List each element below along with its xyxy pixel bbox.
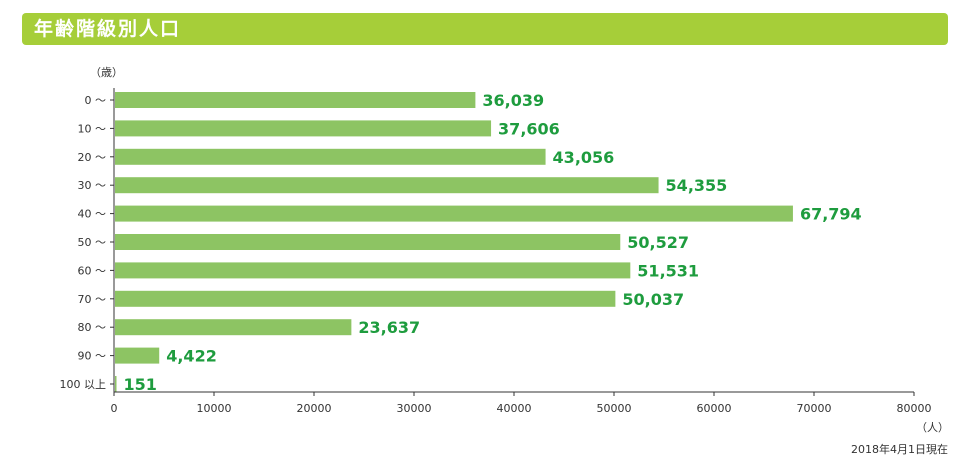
x-tick-label: 20000	[297, 402, 332, 415]
bar	[115, 376, 117, 392]
category-label: 100 以上	[60, 378, 107, 391]
category-label: 60 〜	[78, 264, 107, 277]
value-label: 43,056	[553, 148, 615, 167]
value-label: 23,637	[358, 318, 420, 337]
bar	[115, 319, 352, 336]
x-axis-unit-label: （人）	[916, 421, 949, 434]
bar	[115, 290, 616, 307]
value-label: 36,039	[482, 91, 544, 110]
x-tick-label: 0	[111, 402, 118, 415]
date-footnote: 2018年4月1日現在	[851, 443, 948, 456]
category-label: 40 〜	[78, 208, 107, 221]
chart-title: 年齢階級別人口	[34, 18, 182, 40]
category-label: 10 〜	[78, 122, 107, 135]
value-label: 151	[124, 375, 157, 394]
title-bar: 年齢階級別人口	[22, 13, 948, 45]
value-label: 50,527	[627, 233, 689, 252]
category-label: 30 〜	[78, 179, 107, 192]
x-tick-label: 60000	[697, 402, 732, 415]
value-label: 54,355	[666, 176, 728, 195]
bar	[115, 262, 631, 279]
value-label: 4,422	[166, 347, 217, 366]
category-label: 50 〜	[78, 236, 107, 249]
bar	[115, 92, 476, 108]
bar	[115, 205, 793, 222]
x-tick-label: 80000	[897, 402, 932, 415]
x-tick-label: 30000	[397, 402, 432, 415]
category-label: 90 〜	[78, 350, 107, 363]
bar	[115, 148, 546, 165]
x-tick-label: 40000	[497, 402, 532, 415]
value-label: 67,794	[800, 205, 862, 224]
x-tick-label: 70000	[797, 402, 832, 415]
value-label: 51,531	[637, 261, 699, 280]
x-tick-label: 50000	[597, 402, 632, 415]
bar	[115, 177, 659, 194]
category-label: 20 〜	[78, 151, 107, 164]
value-label: 50,037	[622, 290, 684, 309]
y-axis-unit-label: （歳）	[90, 66, 123, 79]
bars-layer: 0 〜 36,039 10 〜 37,606 20 〜 43,056 30 〜 54,355 4…	[60, 91, 862, 394]
x-tick-label: 10000	[197, 402, 232, 415]
value-label: 37,606	[498, 119, 560, 138]
bar	[115, 234, 621, 250]
bar	[115, 347, 160, 364]
category-label: 0 〜	[85, 94, 107, 107]
axis-layer: 0 10000 20000 30000 40000 50000 60000 70000 8000…	[110, 88, 932, 415]
category-label: 80 〜	[78, 321, 107, 334]
category-label: 70 〜	[78, 293, 107, 306]
bar	[115, 120, 492, 137]
